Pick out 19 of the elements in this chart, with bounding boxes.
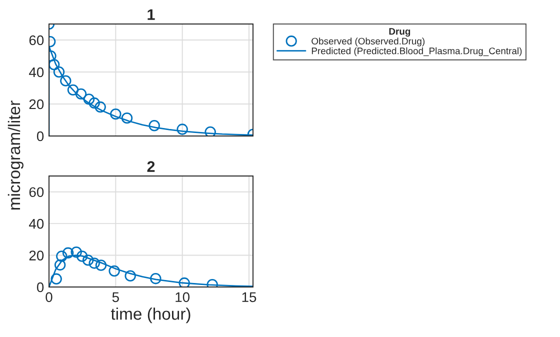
y-tick-label: 60 xyxy=(29,35,44,46)
y-tick-label: 40 xyxy=(29,218,44,229)
legend-label: Predicted (Predicted.Blood_Plasma.Drug_Central) xyxy=(312,47,522,56)
legend-title: Drug xyxy=(389,28,410,37)
legend-label: Observed (Observed.Drug) xyxy=(312,38,424,46)
x-tick-label: 5 xyxy=(112,292,119,302)
x-tick-label: 0 xyxy=(46,292,52,302)
x-tick-label: 15 xyxy=(242,292,256,302)
y-axis-title: microgram/liter xyxy=(8,100,24,210)
chart-title: 1 xyxy=(148,9,155,20)
y-tick-label: 60 xyxy=(29,187,44,198)
y-tick-label: 40 xyxy=(29,67,44,78)
x-tick-label: 10 xyxy=(176,292,190,302)
chart-title: 2 xyxy=(147,161,155,172)
y-tick-label: 0 xyxy=(36,282,44,292)
x-axis-title: time (hour) xyxy=(110,308,190,324)
y-tick-label: 0 xyxy=(36,131,44,142)
y-tick-label: 20 xyxy=(29,99,44,110)
y-tick-label: 20 xyxy=(29,250,44,260)
